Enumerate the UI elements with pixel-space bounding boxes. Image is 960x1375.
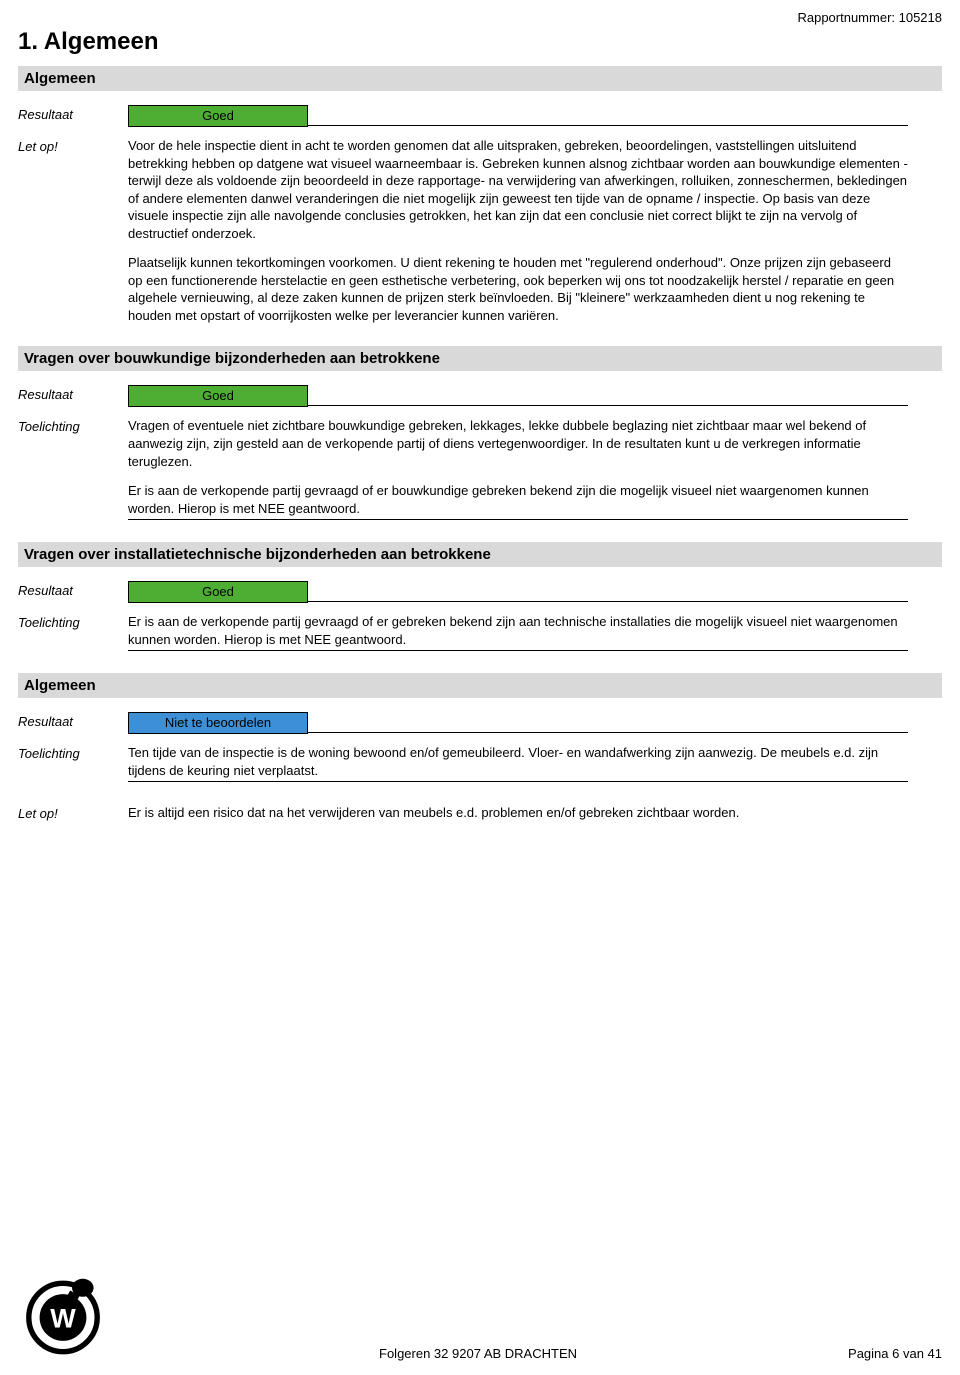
divider-line [308,405,908,406]
result-badge: Niet te beoordelen [128,712,308,734]
page-footer: W Folgeren 32 9207 AB DRACHTEN Pagina 6 … [18,1268,942,1361]
divider-line [308,732,908,733]
paragraph-text: Voor de hele inspectie dient in acht te … [128,137,908,242]
result-badge: Goed [128,105,308,127]
field-content: Voor de hele inspectie dient in acht te … [128,137,908,336]
field-label: Toelichting [18,417,128,434]
paragraph-text: Er is altijd een risico dat na het verwi… [128,804,908,822]
field-content: Er is aan de verkopende partij gevraagd … [128,613,908,663]
field-row: ResultaatGoed [18,581,942,603]
field-content: Ten tijde van de inspectie is de woning … [128,744,908,794]
paragraph-text: Plaatselijk kunnen tekortkomingen voorko… [128,254,908,324]
field-row: ResultaatNiet te beoordelen [18,712,942,734]
footer-logo: W [18,1268,108,1361]
field-content: Vragen of eventuele niet zichtbare bouwk… [128,417,908,532]
result-badge: Goed [128,581,308,603]
paragraph-text: Er is aan de verkopende partij gevraagd … [128,613,908,651]
field-label: Resultaat [18,105,128,122]
page-title: 1. Algemeen [18,28,942,56]
field-row: ToelichtingTen tijde van de inspectie is… [18,744,942,794]
svg-text:W: W [50,1303,76,1333]
field-label: Resultaat [18,385,128,402]
divider-line [308,125,908,126]
section-header: Algemeen [18,66,942,91]
field-content: Goed [128,581,908,603]
paragraph-text: Er is aan de verkopende partij gevraagd … [128,482,908,520]
field-label: Let op! [18,137,128,154]
field-row: Let op!Er is altijd een risico dat na he… [18,804,942,834]
field-row: ResultaatGoed [18,105,942,127]
section-header: Vragen over installatietechnische bijzon… [18,542,942,567]
field-label: Resultaat [18,581,128,598]
result-badge: Goed [128,385,308,407]
paragraph-text: Ten tijde van de inspectie is de woning … [128,744,908,782]
field-row: ToelichtingEr is aan de verkopende parti… [18,613,942,663]
field-content: Niet te beoordelen [128,712,908,734]
field-row: ResultaatGoed [18,385,942,407]
report-number: Rapportnummer: 105218 [797,10,942,25]
field-row: ToelichtingVragen of eventuele niet zich… [18,417,942,532]
paragraph-text: Vragen of eventuele niet zichtbare bouwk… [128,417,908,470]
field-content: Goed [128,105,908,127]
footer-page-info: Pagina 6 van 41 [848,1346,942,1361]
field-content: Er is altijd een risico dat na het verwi… [128,804,908,834]
field-content: Goed [128,385,908,407]
field-label: Let op! [18,804,128,821]
field-label: Toelichting [18,613,128,630]
section-header: Algemeen [18,673,942,698]
field-label: Resultaat [18,712,128,729]
field-label: Toelichting [18,744,128,761]
field-row: Let op!Voor de hele inspectie dient in a… [18,137,942,336]
footer-address: Folgeren 32 9207 AB DRACHTEN [108,1346,848,1361]
divider-line [308,601,908,602]
section-header: Vragen over bouwkundige bijzonderheden a… [18,346,942,371]
